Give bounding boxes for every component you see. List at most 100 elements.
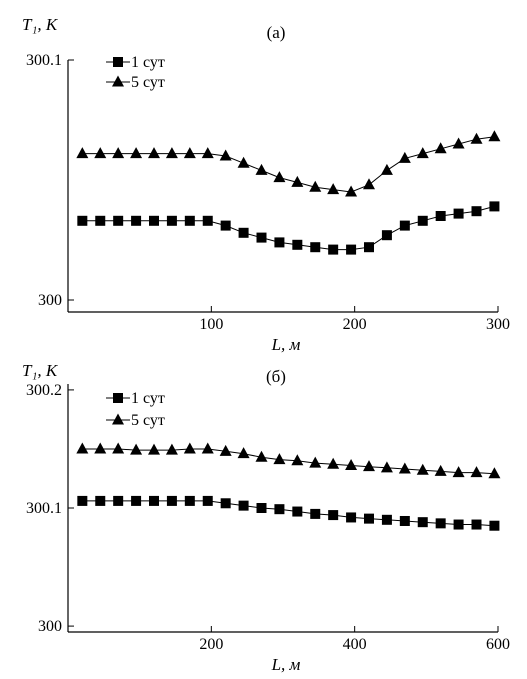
data-point-triangle <box>165 147 178 159</box>
data-point-square <box>184 215 195 226</box>
data-point-square <box>399 220 410 231</box>
data-point-square <box>220 498 231 509</box>
legend-marker-triangle <box>112 75 124 87</box>
data-point-triangle <box>380 163 393 175</box>
data-point-triangle <box>291 454 304 466</box>
data-point-triangle <box>291 175 304 187</box>
data-point-square <box>256 503 267 513</box>
data-point-square <box>131 495 142 506</box>
x-tick-label: 400 <box>343 636 367 653</box>
data-point-square <box>166 495 177 506</box>
data-point-triangle <box>165 443 178 455</box>
panel-b-xlabel: L, м <box>271 655 301 674</box>
series-5-day <box>76 442 501 479</box>
data-point-square <box>381 230 392 241</box>
legend-label: 5 сут <box>131 74 165 91</box>
data-point-triangle <box>416 147 429 159</box>
data-point-square <box>328 510 339 521</box>
data-point-triangle <box>130 147 143 159</box>
legend-label: 5 сут <box>131 412 165 429</box>
series-line <box>82 205 495 251</box>
data-point-triangle <box>201 442 214 454</box>
data-point-triangle <box>488 130 501 142</box>
data-point-square <box>95 495 106 506</box>
data-point-triangle <box>363 460 375 472</box>
data-point-square <box>364 513 374 524</box>
data-point-square <box>202 495 213 506</box>
data-point-triangle <box>363 178 375 190</box>
data-point-square <box>453 208 464 219</box>
data-point-square <box>489 520 500 531</box>
series-1-day <box>77 495 500 531</box>
data-point-square <box>310 508 321 519</box>
data-point-triangle <box>488 467 501 479</box>
series-5-day <box>76 130 501 197</box>
data-point-triangle <box>112 147 125 159</box>
legend-marker-triangle <box>112 413 124 425</box>
data-point-triangle <box>112 442 125 454</box>
series-line <box>82 136 495 193</box>
panel-b-ylabel: T₁, K <box>22 361 59 380</box>
legend-label: 1 сут <box>131 390 165 407</box>
data-point-triangle <box>380 461 393 473</box>
data-point-square <box>381 514 392 525</box>
x-tick-label: 200 <box>199 636 223 653</box>
y-tick-label: 300.1 <box>26 52 62 69</box>
data-point-square <box>113 215 124 226</box>
data-point-triangle <box>148 443 160 455</box>
data-point-square <box>328 244 339 255</box>
panel-a-label: (a) <box>267 23 286 42</box>
data-point-triangle <box>327 183 340 195</box>
data-point-square <box>274 237 285 248</box>
panel-a-ylabel: T₁, K <box>22 15 59 34</box>
data-point-triangle <box>183 442 196 454</box>
data-point-square <box>292 239 303 250</box>
data-point-square <box>435 518 446 529</box>
data-point-square <box>95 215 106 226</box>
data-point-square <box>238 227 249 238</box>
data-point-square <box>399 515 410 526</box>
data-point-triangle <box>345 458 358 470</box>
data-point-triangle <box>76 147 89 159</box>
data-point-triangle <box>416 463 429 475</box>
panel-a-xlabel: L, м <box>271 335 301 354</box>
legend-marker-square <box>113 393 123 403</box>
plots: 300 300.1 100 200 300 1 сут 5 сут 300 300.1 300.2… <box>26 52 510 653</box>
data-point-square <box>489 201 500 212</box>
data-point-triangle <box>148 147 160 159</box>
legend-label: 1 сут <box>131 54 165 71</box>
data-point-triangle <box>237 447 250 459</box>
panel-a: (a) T₁, K L, м <box>22 15 301 354</box>
data-point-triangle <box>237 156 250 168</box>
data-point-square <box>166 215 177 226</box>
data-point-triangle <box>201 147 214 159</box>
data-point-square <box>346 512 357 523</box>
data-point-triangle <box>183 147 196 159</box>
data-point-triangle <box>309 456 322 468</box>
x-tick-label: 100 <box>199 316 223 333</box>
data-point-triangle <box>470 132 483 144</box>
data-point-triangle <box>94 442 107 454</box>
data-point-square <box>220 220 231 231</box>
data-point-triangle <box>470 466 483 478</box>
data-point-square <box>77 215 88 226</box>
data-point-square <box>346 244 357 255</box>
data-point-square <box>184 495 195 506</box>
data-point-square <box>202 215 213 226</box>
plot-1: 300 300.1 300.2 200 400 600 1 сут 5 сут <box>26 382 510 653</box>
x-tick-label: 200 <box>343 316 367 333</box>
data-point-triangle <box>219 149 232 161</box>
data-point-square <box>310 242 321 253</box>
data-point-triangle <box>273 171 286 183</box>
data-point-square <box>149 215 159 226</box>
data-point-triangle <box>452 137 465 149</box>
data-point-square <box>149 495 159 506</box>
data-point-triangle <box>94 147 107 159</box>
data-point-square <box>435 211 446 221</box>
data-point-square <box>417 215 428 226</box>
data-point-triangle <box>130 443 143 455</box>
data-point-triangle <box>327 457 340 469</box>
y-tick-label: 300 <box>38 292 62 309</box>
data-point-square <box>471 206 482 217</box>
data-point-triangle <box>273 453 286 465</box>
